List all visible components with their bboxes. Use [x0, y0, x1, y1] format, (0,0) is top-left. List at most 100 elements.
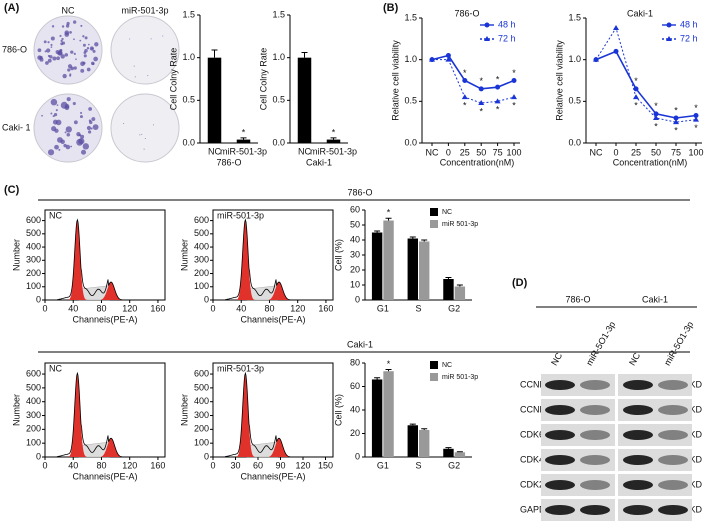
- marker: [461, 94, 468, 100]
- marker: [653, 111, 659, 117]
- x-tick-label: 100: [506, 147, 521, 157]
- colony: [52, 115, 55, 118]
- colony: [82, 43, 86, 47]
- x-tick-label: 120: [122, 460, 137, 470]
- colony: [56, 104, 59, 106]
- x-axis-label: Concentration(nM): [440, 157, 515, 167]
- y-tick-label: 200: [26, 424, 41, 434]
- blot-band: [623, 505, 653, 515]
- histogram-label: NC: [49, 210, 62, 220]
- colony: [73, 120, 78, 125]
- marker: [511, 94, 517, 100]
- significance-mark: *: [496, 75, 500, 85]
- colony: [87, 43, 90, 46]
- bar: [383, 220, 394, 300]
- error-bar: [301, 52, 308, 58]
- y-tick-label: 500: [26, 382, 41, 392]
- colony: [91, 47, 94, 50]
- legend-label: NC: [442, 362, 452, 369]
- y-tick-label: 20: [350, 428, 360, 438]
- error-bar: [421, 428, 428, 430]
- marker: [495, 84, 501, 90]
- colony: [86, 67, 91, 72]
- colony: [66, 21, 70, 26]
- significance-mark: *: [654, 101, 658, 111]
- error-bar: [456, 451, 463, 453]
- colony: [60, 39, 63, 43]
- marker: [462, 78, 468, 83]
- colony: [69, 31, 72, 34]
- significance-mark: *: [634, 76, 638, 86]
- x-tick-label: G1: [377, 460, 389, 470]
- x-tick-label: NC: [590, 147, 603, 157]
- bar: [236, 139, 251, 143]
- x-tick-label: 25: [460, 147, 470, 157]
- colony: [66, 97, 71, 102]
- x-tick-label: 80: [264, 303, 274, 313]
- y-tick-label: 0.0: [272, 137, 285, 147]
- marker: [613, 25, 619, 30]
- significance-mark: *: [463, 101, 467, 111]
- y-tick-label: 0.5: [272, 95, 285, 105]
- colony: [49, 55, 53, 59]
- blot-background: [541, 499, 615, 521]
- y-axis-label: Cell (%): [333, 394, 343, 426]
- colony: [92, 62, 95, 66]
- y-tick-label: 100: [26, 281, 41, 291]
- blot-band: [658, 505, 688, 515]
- colony: [57, 50, 63, 56]
- bar: [407, 238, 418, 300]
- blot-band: [658, 455, 688, 465]
- x-tick-label: miR-501-3p: [310, 146, 357, 156]
- marker: [494, 98, 501, 104]
- colony: [84, 36, 88, 40]
- colony: [63, 143, 67, 148]
- x-tick-label: 0: [446, 147, 451, 157]
- blot-background: [618, 424, 692, 446]
- marker: [633, 94, 639, 100]
- colony: [84, 49, 88, 53]
- colony: [60, 54, 65, 59]
- y-tick-label: 50: [350, 219, 360, 229]
- histogram-label: miR-501-3p: [217, 210, 264, 220]
- y-tick-label: 1.5: [568, 12, 581, 22]
- y-tick-label: 30: [350, 249, 360, 259]
- colony: [59, 34, 62, 38]
- histogram-label: miR-501-3p: [217, 363, 264, 373]
- protein-label: CDK6: [520, 429, 544, 439]
- blot-band: [623, 380, 653, 390]
- blot-background: [541, 374, 615, 396]
- x-tick-label: 160: [150, 303, 165, 313]
- y-tick-label: 600: [194, 215, 209, 225]
- protein-label: GAPDH: [520, 504, 552, 514]
- panel-label: (A): [4, 2, 20, 14]
- error-bar: [374, 377, 381, 380]
- colony: [147, 75, 149, 77]
- legend-label: 48 h: [680, 19, 698, 29]
- lane-label: miR-5O1-3p: [662, 320, 695, 367]
- error-bar: [445, 447, 452, 449]
- colony: [88, 107, 93, 111]
- histogram-outline: [57, 218, 129, 301]
- error-bar: [456, 284, 463, 287]
- colony: [67, 64, 73, 69]
- y-tick-label: 100: [194, 438, 209, 448]
- x-axis-label: Channeis(PE-A): [72, 471, 137, 481]
- colony: [80, 111, 83, 115]
- colony: [53, 113, 58, 117]
- x-tick-label: 150: [318, 460, 333, 470]
- series-line: [595, 50, 697, 119]
- marker: [613, 48, 619, 54]
- y-tick-label: 0.0: [568, 137, 581, 147]
- significance-mark: *: [242, 127, 246, 137]
- colony: [144, 137, 146, 139]
- x-axis-label: Channeis(PE-A): [240, 471, 305, 481]
- colony: [37, 48, 42, 53]
- x-tick-label: 60: [253, 460, 263, 470]
- colony: [83, 54, 87, 58]
- y-tick-label: 300: [26, 410, 41, 420]
- bar: [419, 241, 430, 300]
- bar: [419, 429, 430, 457]
- colony: [52, 56, 57, 61]
- x-tick-label: 30: [230, 460, 240, 470]
